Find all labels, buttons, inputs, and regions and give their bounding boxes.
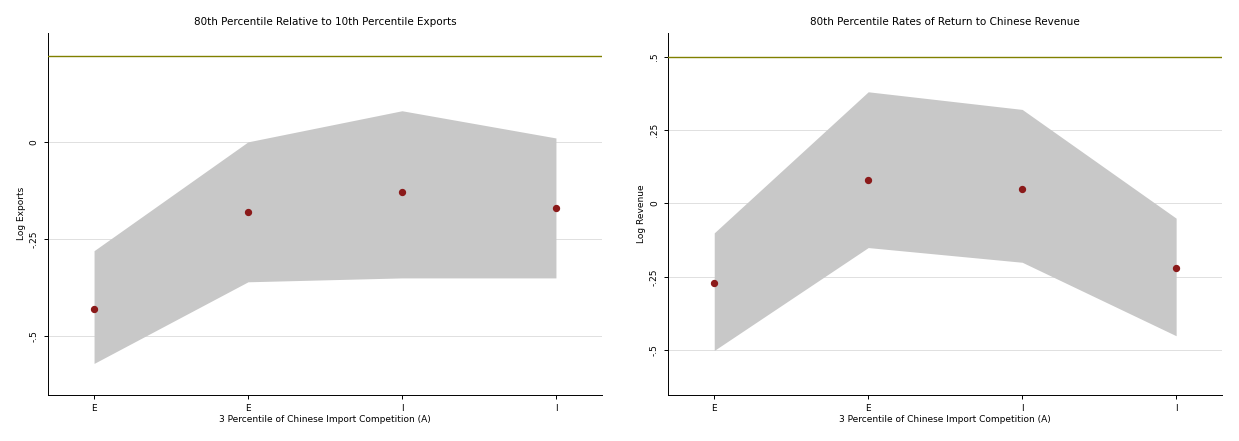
Y-axis label: Log Exports: Log Exports: [16, 187, 26, 240]
Point: [546, 205, 566, 212]
Point: [392, 189, 411, 196]
X-axis label: 3 Percentile of Chinese Import Competition (A): 3 Percentile of Chinese Import Competiti…: [219, 415, 431, 424]
Point: [1012, 185, 1032, 192]
Point: [859, 176, 878, 183]
Title: 80th Percentile Rates of Return to Chinese Revenue: 80th Percentile Rates of Return to Chine…: [810, 17, 1080, 26]
Point: [704, 279, 724, 286]
Point: [84, 306, 104, 313]
Y-axis label: Log Revenue: Log Revenue: [637, 184, 646, 243]
Point: [238, 208, 258, 215]
Title: 80th Percentile Relative to 10th Percentile Exports: 80th Percentile Relative to 10th Percent…: [193, 17, 456, 26]
Point: [1166, 265, 1186, 272]
X-axis label: 3 Percentile of Chinese Import Competition (A): 3 Percentile of Chinese Import Competiti…: [839, 415, 1051, 424]
